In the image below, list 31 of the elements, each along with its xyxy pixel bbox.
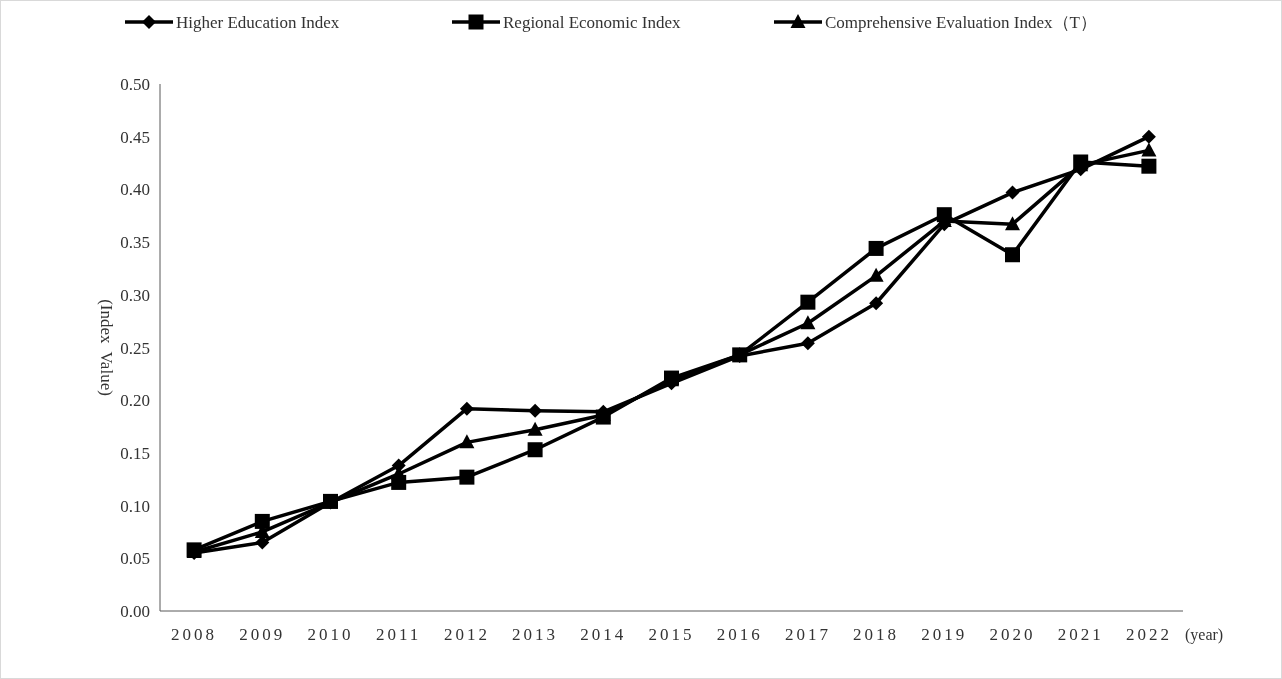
- y-tick-label: 0.20: [120, 391, 150, 411]
- y-tick-label: 0.45: [120, 127, 150, 147]
- y-tick-label: 0.05: [120, 549, 150, 569]
- x-tick-label: 2017: [784, 625, 831, 644]
- legend-label: Higher Education Index: [176, 13, 340, 32]
- legend-label: Regional Economic Index: [503, 13, 681, 32]
- y-tick-label: 0.30: [120, 285, 150, 305]
- x-tick-label: 2014: [580, 625, 627, 644]
- x-tick-label: 2020: [989, 625, 1036, 644]
- x-tick-label: 2016: [716, 625, 763, 644]
- y-tick-label: 0.10: [120, 496, 150, 516]
- x-tick-label: 2008: [171, 625, 218, 644]
- x-tick-label: 2015: [648, 625, 695, 644]
- x-tick-label: 2009: [239, 625, 286, 644]
- x-tick-label: 2013: [512, 625, 559, 644]
- x-tick-label: 2022: [1125, 625, 1172, 644]
- y-axis-title: (Index Value): [97, 299, 116, 396]
- x-tick-label: 2018: [853, 625, 900, 644]
- legend-label: Comprehensive Evaluation Index（T）: [825, 13, 1097, 32]
- y-tick-label: 0.15: [120, 443, 150, 463]
- x-tick-label: 2010: [307, 625, 354, 644]
- x-axis-title: (year): [1185, 626, 1224, 644]
- y-tick-label: 0.35: [120, 233, 150, 253]
- y-tick-label: 0.25: [120, 338, 150, 358]
- y-tick-label: 0.40: [120, 180, 150, 200]
- x-tick-label: 2011: [376, 625, 422, 644]
- y-tick-label: 0.50: [120, 75, 150, 94]
- x-tick-label: 2012: [443, 625, 490, 644]
- x-tick-label: 2021: [1057, 625, 1104, 644]
- x-tick-label: 2019: [921, 625, 968, 644]
- y-tick-label: 0.00: [120, 602, 150, 621]
